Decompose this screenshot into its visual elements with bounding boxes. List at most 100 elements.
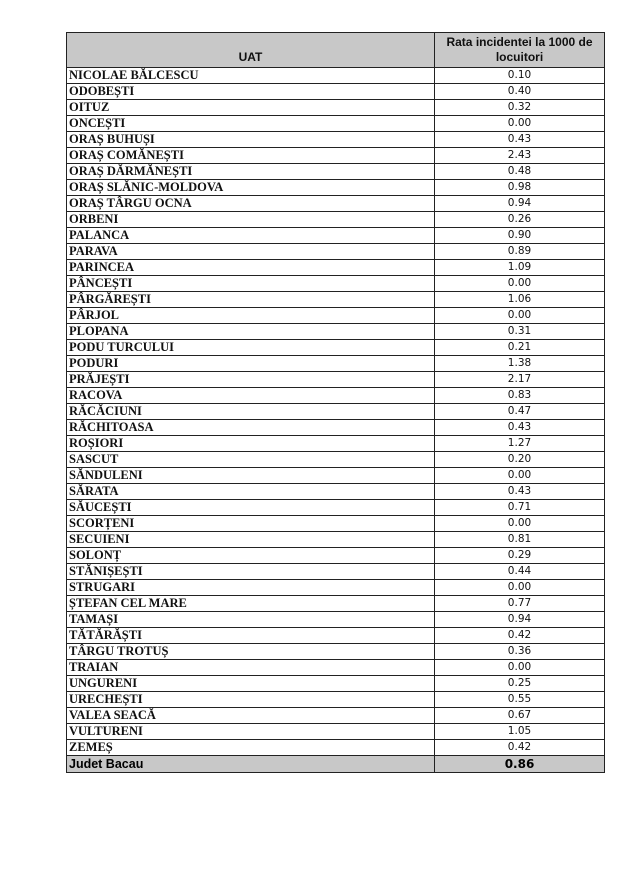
uat-name: RĂCĂCIUNI [66,403,435,420]
uat-name: SECUIENI [66,531,435,548]
incidence-rate: 0.43 [434,131,605,148]
total-row: Judet Bacau 0.86 [66,755,605,773]
uat-name: VULTURENI [66,723,435,740]
table-row: VULTURENI 1.05 [66,723,605,740]
incidence-rate: 0.81 [434,531,605,548]
uat-name: PODU TURCULUI [66,339,435,356]
table-row: URECHEȘTI 0.55 [66,691,605,708]
header-row: UAT Rata incidentei la 1000 de locuitori [66,32,605,68]
table-row: PARAVA 0.89 [66,243,605,260]
incidence-rate: 0.00 [434,467,605,484]
incidence-rate: 0.00 [434,579,605,596]
incidence-rate: 0.89 [434,243,605,260]
table-row: PODU TURCULUI 0.21 [66,339,605,356]
header-uat: UAT [66,32,435,68]
table-row: ORAȘ TÂRGU OCNA 0.94 [66,195,605,212]
table-row: SĂUCEȘTI 0.71 [66,499,605,516]
uat-name: TĂTĂRĂȘTI [66,627,435,644]
table-row: ORAȘ BUHUȘI 0.43 [66,131,605,148]
uat-name: ORAȘ BUHUȘI [66,131,435,148]
incidence-rate: 0.55 [434,691,605,708]
table-row: TĂTĂRĂȘTI 0.42 [66,627,605,644]
table-row: TAMAȘI 0.94 [66,611,605,628]
table-row: OITUZ 0.32 [66,99,605,116]
incidence-rate: 1.09 [434,259,605,276]
uat-name: PODURI [66,355,435,372]
incidence-rate: 0.71 [434,499,605,516]
uat-name: VALEA SEACĂ [66,707,435,724]
incidence-rate: 0.47 [434,403,605,420]
uat-name: PARINCEA [66,259,435,276]
incidence-rate: 1.05 [434,723,605,740]
table-row: ROȘIORI 1.27 [66,435,605,452]
uat-name: PALANCA [66,227,435,244]
incidence-rate: 0.94 [434,611,605,628]
incidence-rate: 0.26 [434,211,605,228]
uat-name: NICOLAE BĂLCESCU [66,67,435,84]
uat-name: ROȘIORI [66,435,435,452]
uat-name: STRUGARI [66,579,435,596]
table-row: STRUGARI 0.00 [66,579,605,596]
table-row: PODURI 1.38 [66,355,605,372]
uat-name: ORBENI [66,211,435,228]
uat-name: SOLONȚ [66,547,435,564]
uat-name: PÂRGĂREȘTI [66,291,435,308]
incidence-rate: 0.43 [434,419,605,436]
incidence-rate: 0.77 [434,595,605,612]
incidence-rate: 0.00 [434,307,605,324]
table-row: TÂRGU TROTUȘ 0.36 [66,643,605,660]
incidence-rate: 0.40 [434,83,605,100]
table-row: VALEA SEACĂ 0.67 [66,707,605,724]
table-row: ZEMEȘ 0.42 [66,739,605,756]
incidence-rate: 1.06 [434,291,605,308]
uat-name: ORAȘ TÂRGU OCNA [66,195,435,212]
table-row: ORAȘ SLĂNIC-MOLDOVA 0.98 [66,179,605,196]
table-row: SCORȚENI 0.00 [66,515,605,532]
incidence-rate: 0.42 [434,739,605,756]
incidence-rate: 0.20 [434,451,605,468]
table-row: PRĂJEȘTI 2.17 [66,371,605,388]
incidence-table: UAT Rata incidentei la 1000 de locuitori… [66,32,605,773]
incidence-rate: 0.21 [434,339,605,356]
uat-name: ORAȘ COMĂNEȘTI [66,147,435,164]
header-rate: Rata incidentei la 1000 de locuitori [434,32,605,68]
table-row: SASCUT 0.20 [66,451,605,468]
uat-name: URECHEȘTI [66,691,435,708]
uat-name: ȘTEFAN CEL MARE [66,595,435,612]
incidence-rate: 0.44 [434,563,605,580]
table-row: SOLONȚ 0.29 [66,547,605,564]
table-row: ORAȘ COMĂNEȘTI 2.43 [66,147,605,164]
incidence-rate: 0.42 [434,627,605,644]
table-row: PÂRJOL 0.00 [66,307,605,324]
table-row: ORBENI 0.26 [66,211,605,228]
table-row: PALANCA 0.90 [66,227,605,244]
total-name: Judet Bacau [66,755,435,773]
uat-name: PRĂJEȘTI [66,371,435,388]
uat-name: PÂNCEȘTI [66,275,435,292]
uat-name: SCORȚENI [66,515,435,532]
total-value: 0.86 [434,755,605,773]
uat-name: SĂNDULENI [66,467,435,484]
uat-name: ONCEȘTI [66,115,435,132]
table-row: STĂNIȘEȘTI 0.44 [66,563,605,580]
uat-name: ORAȘ SLĂNIC-MOLDOVA [66,179,435,196]
table-row: SECUIENI 0.81 [66,531,605,548]
uat-name: ODOBEȘTI [66,83,435,100]
table-row: PLOPANA 0.31 [66,323,605,340]
table-row: ORAȘ DĂRMĂNEȘTI 0.48 [66,163,605,180]
incidence-rate: 0.94 [434,195,605,212]
uat-name: STĂNIȘEȘTI [66,563,435,580]
table-row: RACOVA 0.83 [66,387,605,404]
uat-name: ZEMEȘ [66,739,435,756]
incidence-rate: 0.48 [434,163,605,180]
incidence-rate: 0.29 [434,547,605,564]
incidence-rate: 0.90 [434,227,605,244]
incidence-rate: 0.31 [434,323,605,340]
table-row: RĂCĂCIUNI 0.47 [66,403,605,420]
incidence-rate: 0.25 [434,675,605,692]
uat-name: ORAȘ DĂRMĂNEȘTI [66,163,435,180]
uat-name: TAMAȘI [66,611,435,628]
table-row: ODOBEȘTI 0.40 [66,83,605,100]
incidence-rate: 0.43 [434,483,605,500]
uat-name: PLOPANA [66,323,435,340]
